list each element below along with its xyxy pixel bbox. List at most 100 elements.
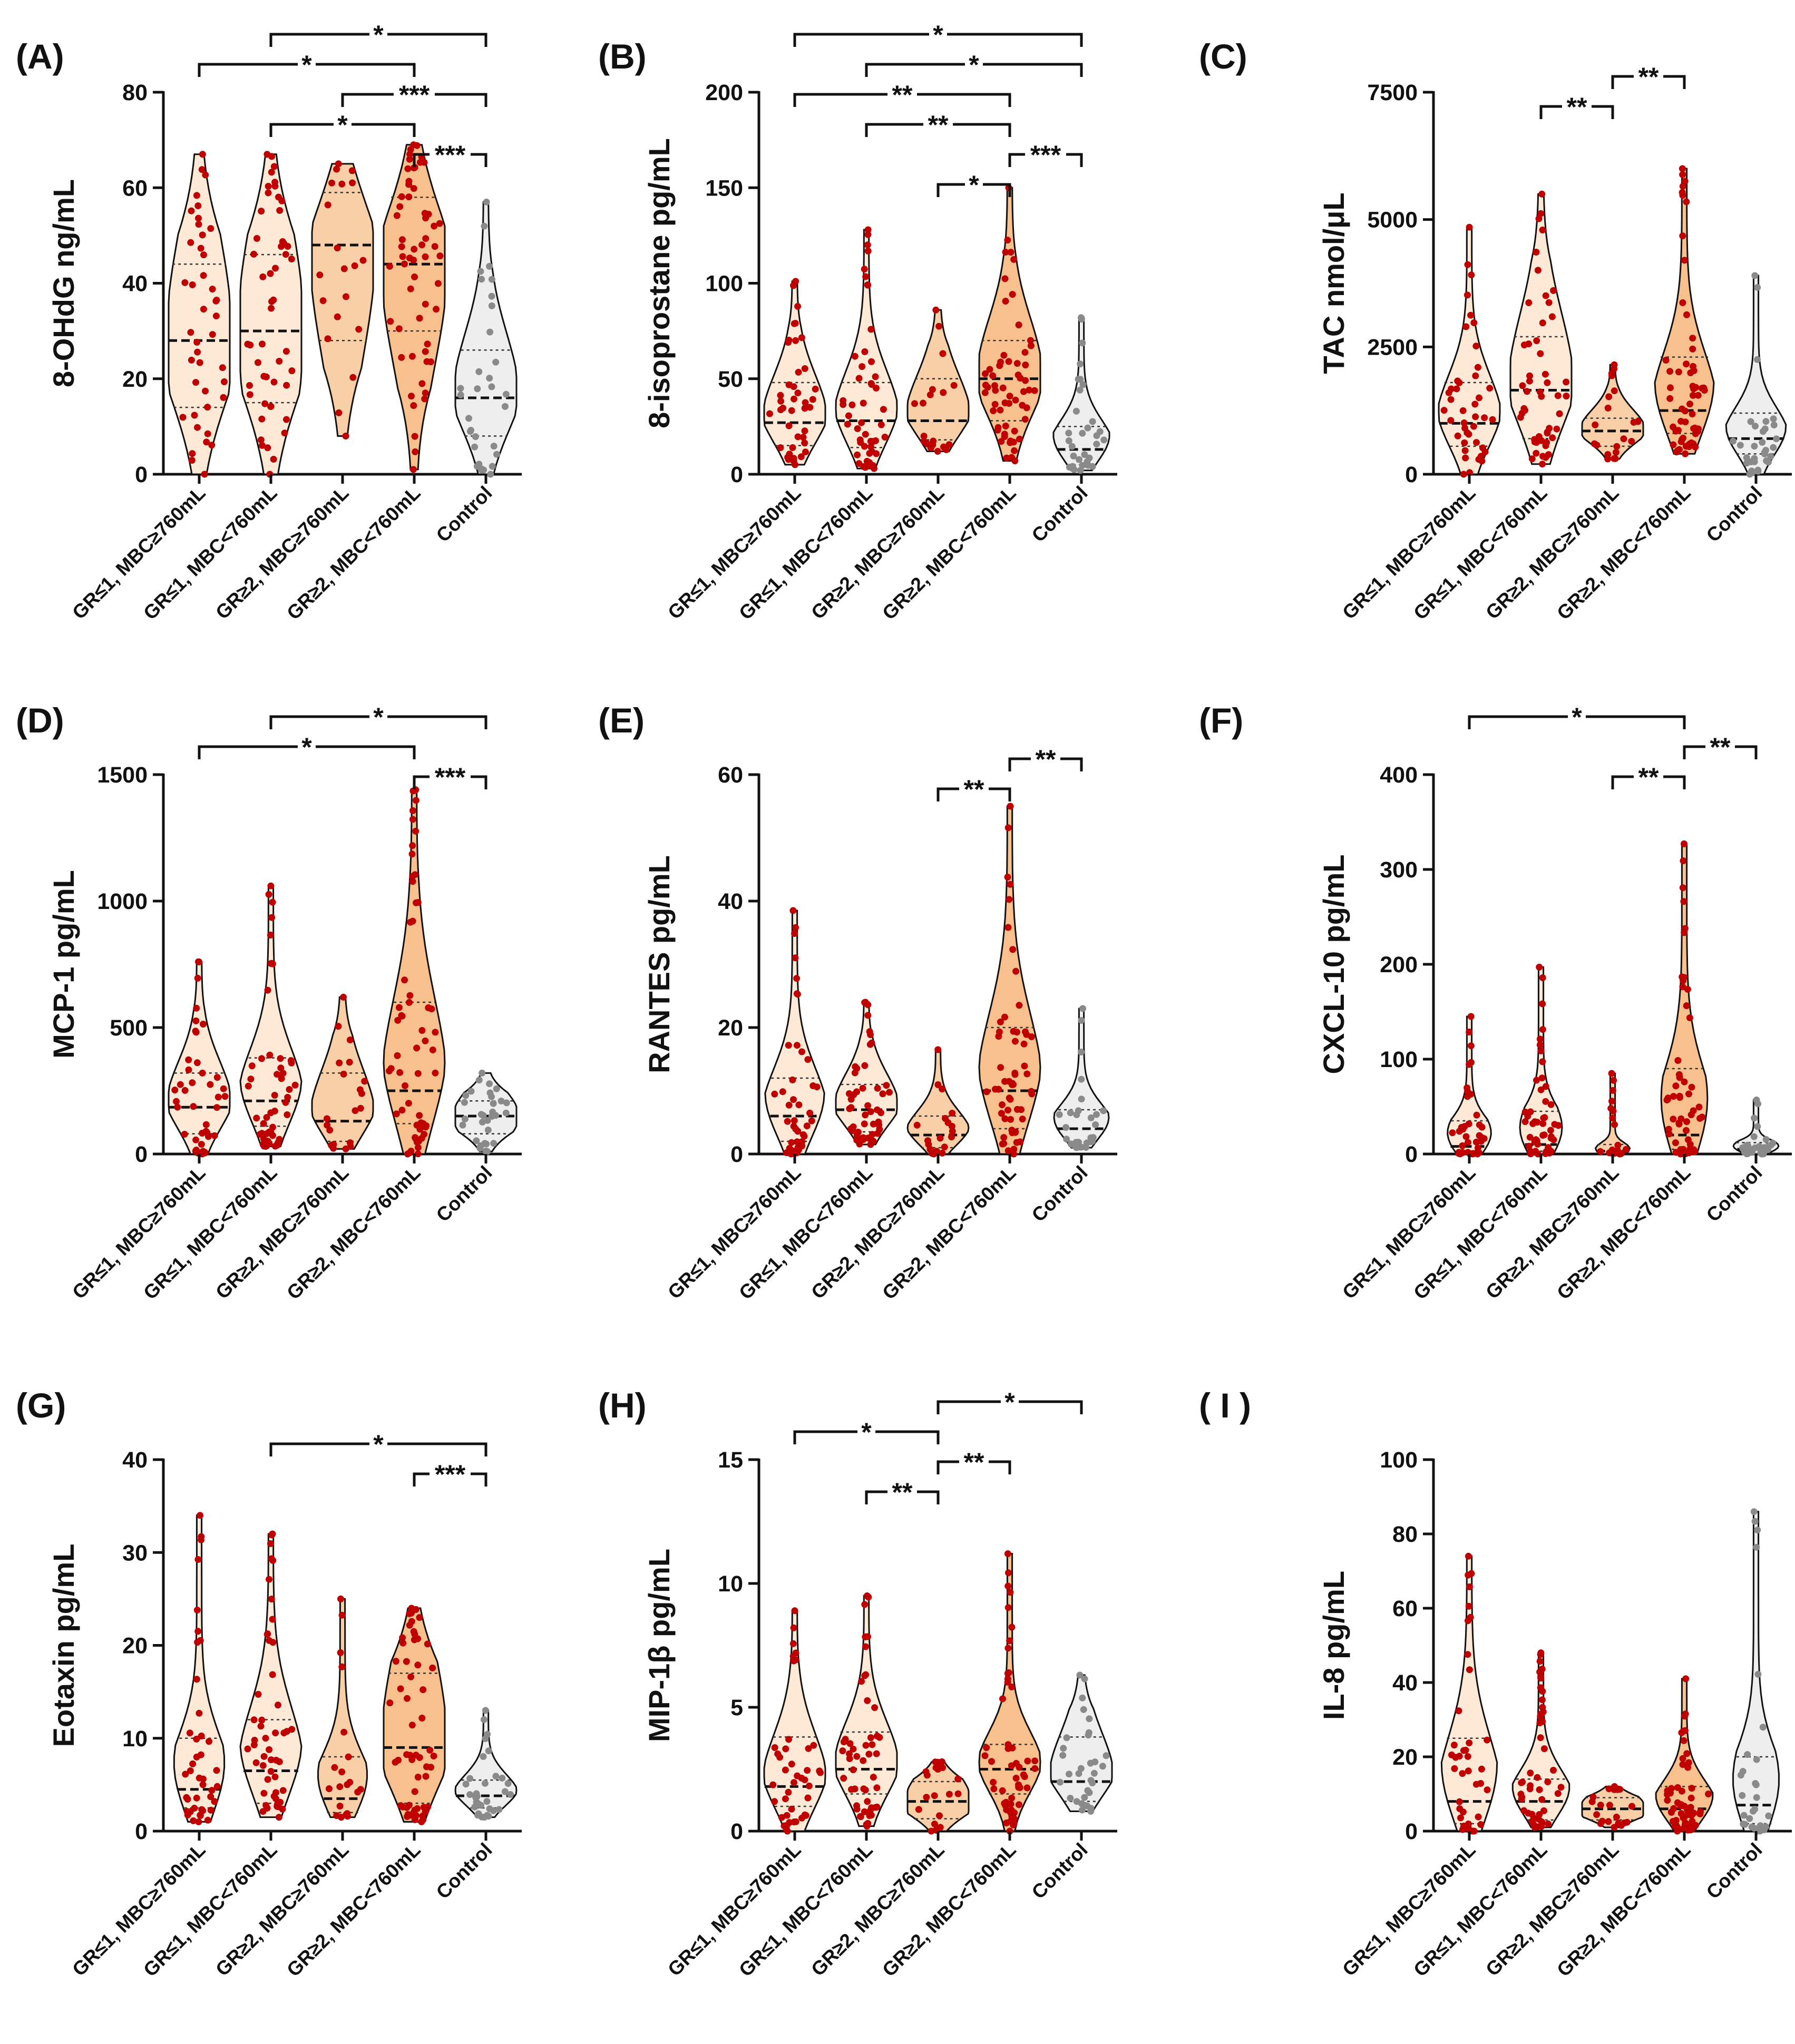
y-tick-label: 0	[730, 1142, 743, 1167]
data-point	[253, 235, 260, 242]
data-point	[856, 436, 864, 444]
significance-label: *	[861, 1417, 872, 1447]
data-point	[181, 1087, 189, 1094]
data-point	[485, 1747, 492, 1755]
y-tick-label: 0	[135, 1819, 148, 1844]
data-point	[809, 396, 816, 403]
data-point	[1672, 1149, 1680, 1156]
data-point	[279, 1070, 287, 1077]
significance-label: *	[969, 170, 979, 200]
data-point	[1526, 1133, 1534, 1141]
y-axis-label: MIP-1β pg/mL	[642, 1549, 676, 1742]
data-point	[864, 1697, 871, 1704]
data-point	[405, 1802, 413, 1809]
data-point	[1694, 392, 1702, 399]
violin-0	[168, 153, 231, 475]
data-point	[497, 1098, 505, 1104]
data-point	[1686, 441, 1693, 448]
data-point	[861, 266, 868, 273]
data-point	[471, 443, 479, 451]
x-tick-label: Control	[1702, 1162, 1767, 1226]
data-point	[1078, 1075, 1085, 1083]
data-point	[932, 306, 940, 314]
data-point	[244, 1745, 251, 1753]
y-tick-label: 100	[705, 271, 743, 297]
data-point	[1539, 1026, 1546, 1033]
data-point	[1597, 1802, 1604, 1809]
data-point	[396, 1069, 404, 1076]
data-point	[1612, 448, 1620, 456]
data-point	[335, 409, 343, 416]
data-point	[801, 427, 808, 435]
data-point	[1084, 424, 1091, 432]
data-point	[1079, 1694, 1086, 1701]
data-point	[1484, 1736, 1491, 1744]
data-point	[802, 399, 809, 406]
data-point	[877, 421, 885, 428]
data-point	[1547, 1101, 1555, 1108]
data-point	[398, 1012, 406, 1020]
data-point	[262, 1802, 270, 1809]
data-point	[330, 1145, 337, 1152]
data-point	[345, 1753, 352, 1761]
data-point	[983, 1744, 990, 1752]
data-point	[777, 444, 784, 452]
data-point	[1679, 1755, 1686, 1762]
data-point	[777, 397, 785, 405]
data-point	[411, 433, 418, 440]
data-point	[194, 348, 201, 356]
data-point	[1668, 1808, 1675, 1816]
data-point	[204, 1133, 212, 1140]
data-point	[1674, 1057, 1682, 1064]
x-tick-label: GR≥2, MBC<760mL	[282, 482, 424, 624]
x-tick-label: GR≥2, MBC≥760mL	[807, 482, 949, 624]
data-point	[411, 1636, 418, 1644]
data-point	[1676, 1092, 1683, 1100]
data-point	[785, 422, 793, 429]
data-point	[182, 1771, 189, 1778]
data-point	[410, 164, 417, 172]
data-point	[501, 403, 509, 410]
data-point	[482, 1148, 490, 1155]
data-point	[208, 1787, 216, 1794]
data-point	[200, 1021, 207, 1028]
data-point	[869, 1131, 876, 1138]
data-point	[338, 180, 346, 188]
data-point	[1081, 1802, 1089, 1809]
data-point	[274, 1071, 281, 1078]
data-point	[258, 1716, 266, 1724]
data-point	[487, 471, 494, 478]
data-point	[1761, 449, 1768, 456]
data-point	[207, 225, 214, 232]
data-point	[220, 394, 227, 401]
data-point	[861, 443, 868, 450]
significance-label-bg	[1634, 774, 1663, 781]
data-point	[493, 1085, 500, 1092]
data-point	[1001, 433, 1008, 441]
data-point	[466, 1791, 474, 1798]
data-point	[1690, 385, 1698, 393]
data-point	[1021, 416, 1029, 423]
y-tick-label: 0	[730, 1819, 743, 1844]
data-point	[1474, 364, 1481, 371]
y-tick-label: 100	[1380, 1047, 1418, 1072]
data-point	[771, 1798, 778, 1805]
data-point	[1679, 232, 1686, 240]
data-point	[1027, 342, 1035, 349]
data-point	[1484, 1786, 1491, 1794]
data-point	[1461, 425, 1468, 432]
significance-label-bg	[298, 61, 316, 69]
data-point	[1001, 275, 1009, 282]
data-point	[1464, 291, 1471, 299]
violin-0	[763, 280, 826, 466]
data-point	[1690, 392, 1696, 399]
data-point	[397, 1685, 404, 1693]
data-point	[1017, 1138, 1024, 1146]
data-point	[789, 1076, 796, 1083]
data-point	[502, 1109, 510, 1117]
data-point	[1754, 466, 1762, 474]
data-point	[845, 412, 852, 419]
y-tick-label: 40	[122, 1448, 148, 1473]
data-point	[337, 1595, 344, 1602]
data-point	[799, 434, 807, 441]
